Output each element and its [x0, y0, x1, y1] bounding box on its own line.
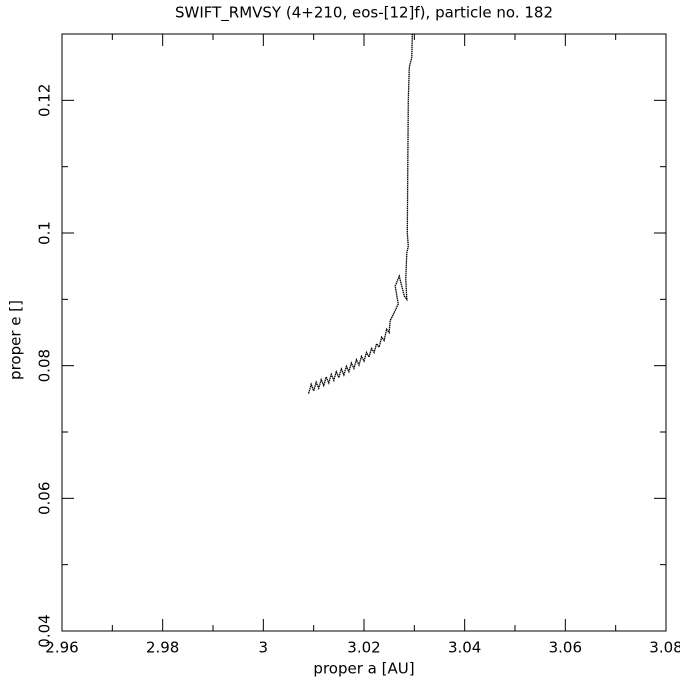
x-tick-label: 2.96 [45, 639, 78, 657]
x-tick-label: 3 [259, 639, 269, 657]
x-tick-label: 2.98 [146, 639, 179, 657]
chart-title: SWIFT_RMVSY (4+210, eos-[12]f), particle… [175, 4, 553, 23]
y-tick-label: 0.08 [36, 349, 54, 382]
y-tick-label: 0.1 [36, 221, 54, 245]
y-axis-label: proper e [] [7, 300, 25, 380]
x-tick-label: 3.06 [549, 639, 582, 657]
y-tick-label: 0.04 [36, 614, 54, 647]
trajectory [308, 33, 413, 394]
x-tick-label: 3.08 [649, 639, 680, 657]
y-tick-label: 0.06 [36, 482, 54, 515]
x-tick-label: 3.04 [448, 639, 481, 657]
y-tick-label: 0.12 [36, 84, 54, 117]
x-axis-label: proper a [AU] [313, 660, 414, 678]
x-tick-label: 3.02 [347, 639, 380, 657]
